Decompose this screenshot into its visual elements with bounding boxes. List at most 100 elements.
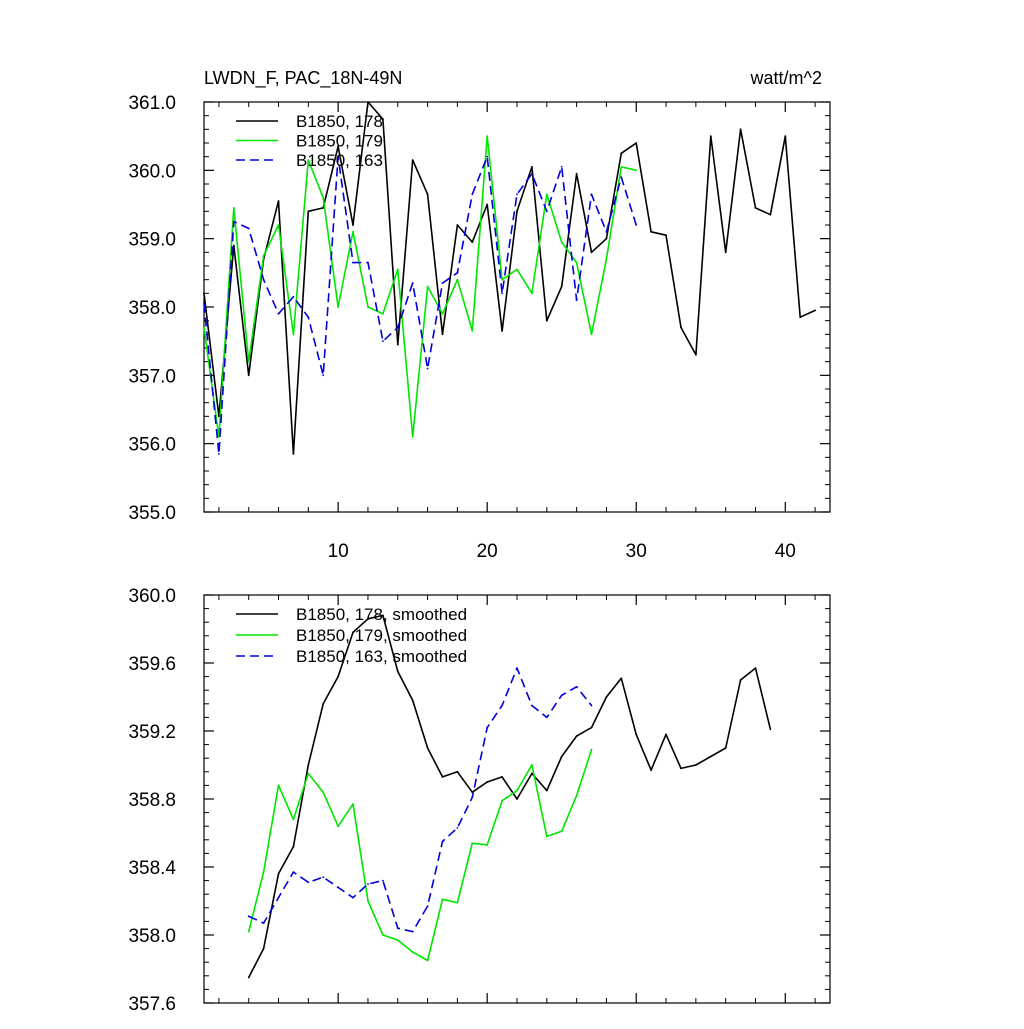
data-point [724,251,727,254]
data-point [516,210,518,213]
y-tick-label: 358.4 [128,858,176,879]
data-point [411,435,414,438]
data-point [650,230,652,233]
data-point [531,764,533,766]
data-point [382,879,384,882]
data-point [769,213,772,216]
bottom-panel: 357.6 358.0 358.4 358.8 359.2 359.6 360.0 B1850… [128,586,831,1015]
y-tick-label: 360.0 [128,161,176,182]
data-point [247,360,250,363]
data-point [426,905,429,907]
data-point [396,343,399,346]
y-tick-label: 356.0 [128,435,176,456]
data-point [560,694,563,697]
data-point [635,142,638,144]
data-point [575,685,578,688]
data-point [337,675,339,678]
data-point [262,871,265,873]
data-point [635,169,638,172]
data-point [814,309,816,312]
series-line-1 [203,135,637,438]
data-point [396,326,399,329]
data-point [382,934,384,936]
data-point [695,353,697,356]
data-point [441,282,444,284]
x-tick-label: 10 [328,541,349,562]
y-tick-label: 361.0 [128,93,176,114]
data-point [352,224,354,226]
x-tick-label: 20 [477,541,498,562]
data-point [426,747,429,749]
data-point [307,210,310,213]
y-tick-label: 357.6 [128,994,176,1015]
data-point [218,415,220,418]
data-point [292,871,295,873]
data-point [307,764,310,766]
data-point [605,230,608,233]
data-point [218,453,220,455]
data-point [531,772,533,775]
data-point [382,614,384,617]
legend-label: B1850, 178 [296,112,383,131]
data-point [367,306,369,308]
data-point [367,101,369,103]
series-line-2 [203,155,637,455]
data-point [545,835,548,838]
data-point [724,747,727,749]
data-point [575,794,578,797]
data-point [277,896,280,899]
data-point [277,872,280,875]
data-point [501,292,503,295]
data-point [605,258,608,261]
data-point [545,319,548,322]
data-point [560,166,563,168]
data-point [367,617,369,620]
data-point [441,312,444,315]
y-tick-label: 360.0 [128,586,176,607]
data-point [620,176,623,179]
data-point [590,748,593,751]
data-point [411,159,414,162]
y-tick-label: 358.8 [128,790,176,811]
data-point [322,876,325,879]
data-point [784,135,787,138]
data-point [590,251,593,254]
data-point [501,704,503,707]
data-point [352,896,354,899]
data-point [292,295,295,298]
data-point [337,145,339,148]
data-point [411,951,414,953]
data-point [635,224,638,226]
x-tick-label: 40 [775,541,796,562]
data-point [322,374,325,377]
data-point [262,254,265,257]
data-point [486,203,489,206]
data-point [560,830,563,833]
data-point [352,631,354,634]
data-point [486,781,489,783]
data-point [277,224,280,226]
data-point [396,670,399,673]
data-point [695,764,697,766]
data-point [426,959,429,962]
data-point [605,237,608,240]
data-point [709,755,712,758]
data-point [590,704,593,707]
data-point [501,330,503,332]
data-point [292,453,295,455]
y-tick-label: 358.0 [128,298,176,319]
data-point [560,285,563,288]
data-point [545,210,548,213]
data-point [456,278,459,281]
y-tick-label: 359.2 [128,722,176,743]
data-point [620,152,623,155]
data-point [367,261,369,264]
data-point [337,886,339,889]
data-point [575,261,578,264]
data-point [247,227,250,230]
data-point [247,976,250,979]
data-point [590,333,593,336]
data-point [516,667,518,669]
data-point [560,755,563,758]
data-point [545,716,548,719]
